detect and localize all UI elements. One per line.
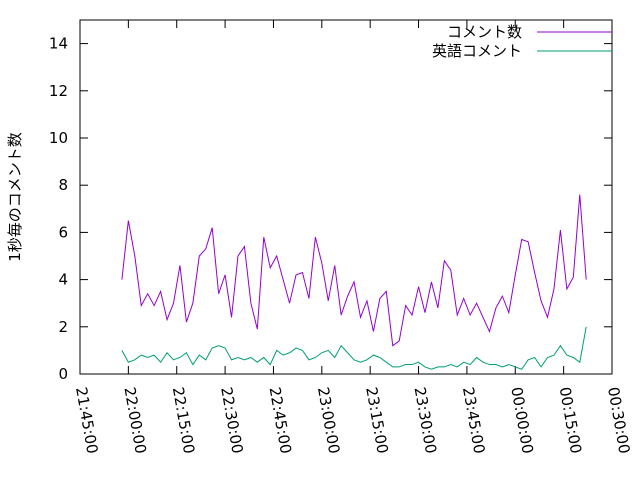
x-tick-label: 22:15:00 xyxy=(169,386,198,455)
y-axis-label: 1秒毎のコメント数 xyxy=(6,132,24,262)
x-tick-label: 22:30:00 xyxy=(217,386,246,455)
x-tick-label: 23:45:00 xyxy=(459,386,488,455)
x-tick-label: 22:45:00 xyxy=(266,386,295,455)
y-tick-label: 4 xyxy=(58,271,68,289)
y-tick-label: 2 xyxy=(58,318,68,336)
x-tick-label: 21:45:00 xyxy=(72,386,101,455)
legend-label: 英語コメント xyxy=(432,42,522,60)
x-tick-label: 23:00:00 xyxy=(314,386,343,455)
x-tick-label: 23:30:00 xyxy=(411,386,440,455)
y-tick-label: 12 xyxy=(49,82,68,100)
plot-border xyxy=(79,19,613,375)
y-tick-label: 6 xyxy=(58,223,68,241)
y-tick-label: 10 xyxy=(49,129,68,147)
legend-label: コメント数 xyxy=(447,23,522,41)
x-tick-label: 00:30:00 xyxy=(604,386,633,455)
x-tick-label: 22:00:00 xyxy=(120,386,149,455)
data-line xyxy=(121,326,587,370)
y-tick-label: 0 xyxy=(58,365,68,383)
x-tick-label: 23:15:00 xyxy=(362,386,391,455)
x-tick-label: 00:00:00 xyxy=(507,386,536,455)
y-tick-label: 8 xyxy=(58,176,68,194)
x-tick-label: 00:15:00 xyxy=(556,386,585,455)
data-line xyxy=(121,194,587,347)
y-tick-label: 14 xyxy=(49,35,68,53)
